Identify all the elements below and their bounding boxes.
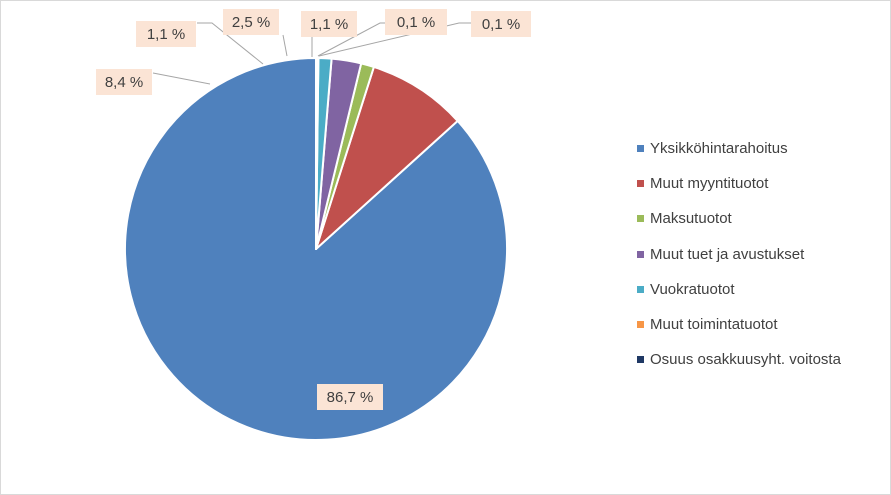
legend-label: Muut toimintatuotot xyxy=(650,316,778,334)
pie-slice-muut-myyntituotot xyxy=(315,65,459,250)
data-label-muut-tuet-ja-avustukset: 2,5 % xyxy=(223,9,279,35)
legend-label: Muut tuet ja avustukset xyxy=(650,245,805,263)
legend-label: Muut myyntituotot xyxy=(650,175,769,193)
data-label-muut-toimintatuotot: 0,1 % xyxy=(385,9,447,35)
data-label-value: 0,1 % xyxy=(482,16,520,33)
leader-line-muut-tuet-ja-avustukset xyxy=(282,34,288,57)
legend-item-maksutuotot: Maksutuotot xyxy=(637,201,841,236)
legend-swatch xyxy=(637,356,644,364)
data-label-box xyxy=(471,11,531,37)
data-label-value: 0,1 % xyxy=(397,14,435,31)
data-label-vuokratuotot: 1,1 % xyxy=(301,11,357,37)
data-label-box xyxy=(385,9,447,35)
leader-line-muut-myyntituotot xyxy=(152,72,211,85)
data-label-box xyxy=(301,11,357,37)
legend-item-vuokratuotot: Vuokratuotot xyxy=(637,272,841,307)
data-label-value: 1,1 % xyxy=(310,16,348,33)
leader-line-maksutuotot xyxy=(197,22,264,65)
legend-item-muut-tuet-ja-avustukset: Muut tuet ja avustukset xyxy=(637,237,841,272)
data-label-box xyxy=(136,21,196,47)
legend-item-muut-myyntituotot: Muut myyntituotot xyxy=(637,166,841,201)
legend-label: Vuokratuotot xyxy=(650,280,735,298)
legend-label: Osuus osakkuusyht. voitosta xyxy=(650,351,841,369)
legend-item-osuus-osakkuusyht-voitosta: Osuus osakkuusyht. voitosta xyxy=(637,342,841,377)
data-label-box xyxy=(223,9,279,35)
data-label-box xyxy=(317,384,383,410)
leader-line-osuus-osakkuusyht-voitosta xyxy=(318,22,472,57)
legend-swatch xyxy=(637,321,644,329)
data-label-osuus-osakkuusyht-voitosta: 0,1 % xyxy=(471,11,531,37)
legend-item-muut-toimintatuotot: Muut toimintatuotot xyxy=(637,307,841,342)
legend: Yksikköhintarahoitus Muut myyntituotot Mak… xyxy=(637,131,841,377)
legend-swatch xyxy=(637,215,644,223)
data-label-value: 2,5 % xyxy=(232,14,270,31)
leader-line-muut-toimintatuotot xyxy=(317,22,387,57)
legend-label: Yksikköhintarahoitus xyxy=(650,140,788,158)
legend-swatch xyxy=(637,180,644,188)
legend-swatch xyxy=(637,145,644,153)
data-labels: 86,7 % 8,4 % 1,1 % 2,5 % 1,1 % 0,1 % 0,1 % xyxy=(96,9,531,410)
data-label-yksikkohintarahoitus: 86,7 % xyxy=(317,384,383,410)
legend-label: Maksutuotot xyxy=(650,210,732,228)
pie-slices xyxy=(124,56,508,441)
legend-swatch xyxy=(637,250,644,258)
legend-item-yksikkohintarahoitus: Yksikköhintarahoitus xyxy=(637,131,841,166)
data-label-box xyxy=(96,69,152,95)
data-label-value: 8,4 % xyxy=(105,74,143,91)
data-label-value: 86,7 % xyxy=(327,389,374,406)
pie-slice-osuus-osakkuusyht-voitosta xyxy=(315,56,319,250)
data-label-value: 1,1 % xyxy=(147,26,185,43)
data-label-muut-myyntituotot: 8,4 % xyxy=(96,69,152,95)
legend-swatch xyxy=(637,285,644,293)
data-label-maksutuotot: 1,1 % xyxy=(136,21,196,47)
leader-lines xyxy=(152,22,472,85)
